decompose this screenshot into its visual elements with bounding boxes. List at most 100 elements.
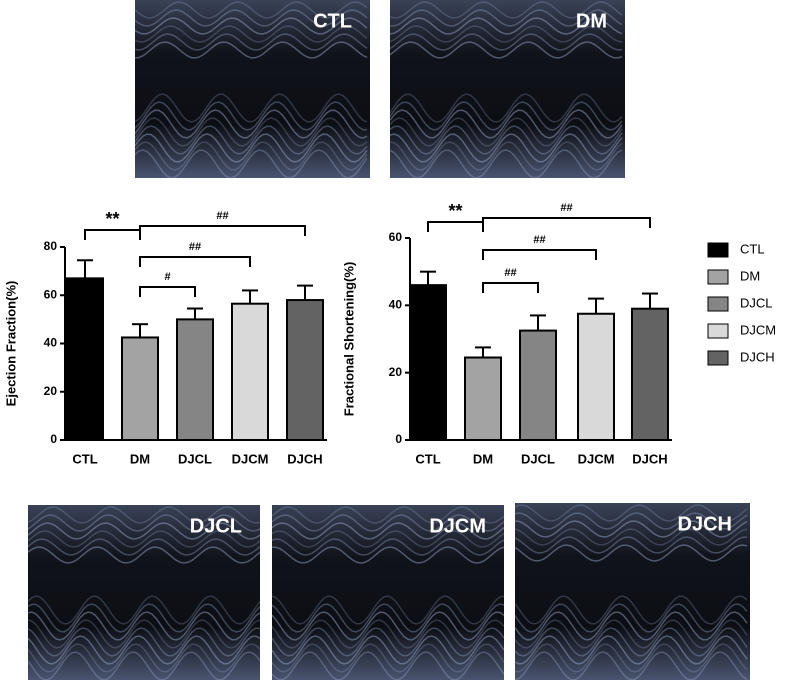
echo-trace <box>27 619 261 649</box>
echo-trace <box>27 627 261 657</box>
echo-trace <box>514 512 748 530</box>
echo-trace <box>134 41 368 59</box>
echo-trace <box>27 530 261 548</box>
x-tick-label: DM <box>130 451 150 466</box>
echo-trace <box>27 506 261 524</box>
echo-trace <box>514 595 748 625</box>
x-tick-label: DJCM <box>232 451 269 466</box>
legend-label: CTL <box>740 241 765 256</box>
significance-label: ## <box>216 210 228 222</box>
legend-swatch <box>707 296 729 312</box>
echo-trace <box>271 603 505 633</box>
echo-trace <box>514 520 748 538</box>
echo-trace <box>514 643 748 673</box>
echo-trace <box>134 109 368 139</box>
echo-image: CTL <box>134 0 370 179</box>
echo-trace <box>134 25 368 43</box>
significance-bracket <box>482 217 651 228</box>
y-axis-label: Fractional Shortening(%) <box>341 262 356 417</box>
echo-trace <box>271 595 505 625</box>
echo-trace <box>514 528 748 546</box>
y-tick-label: 60 <box>44 287 58 301</box>
significance-bracket <box>482 249 597 260</box>
bar <box>66 277 104 441</box>
significance-bracket <box>427 221 484 232</box>
echo-background <box>28 505 260 680</box>
significance-bracket <box>84 229 141 240</box>
significance-bracket <box>482 282 539 293</box>
significance-bracket <box>139 225 306 236</box>
echo-trace <box>272 546 505 564</box>
echo-trace <box>271 506 505 524</box>
y-tick-label: 20 <box>44 384 58 398</box>
echo-trace <box>27 635 261 665</box>
echo-trace <box>389 17 623 35</box>
echo-trace <box>134 1 368 19</box>
y-tick-label: 40 <box>44 336 58 350</box>
echo-trace <box>514 536 748 554</box>
echo-trace <box>271 514 505 532</box>
x-tick-label: DJCH <box>632 451 667 466</box>
significance-label: ** <box>448 201 462 221</box>
echo-trace <box>27 643 261 673</box>
echo-trace <box>271 538 505 556</box>
y-tick-label: 20 <box>389 365 403 379</box>
echo-trace <box>389 1 623 19</box>
significance-label: ## <box>189 241 201 253</box>
echo-trace <box>389 149 623 179</box>
x-tick-label: CTL <box>415 451 440 466</box>
significance-bracket <box>139 256 251 267</box>
y-tick-label: 80 <box>44 239 58 253</box>
legend-label: DJCM <box>740 322 776 337</box>
echo-trace <box>134 133 368 163</box>
echo-trace <box>514 544 748 562</box>
echo-trace <box>271 530 505 548</box>
echo-trace <box>389 33 623 51</box>
x-tick-label: DJCM <box>578 451 615 466</box>
x-tick-label: CTL <box>72 451 97 466</box>
echo-trace <box>271 651 505 681</box>
image-label: DJCH <box>678 513 732 535</box>
echo-trace <box>271 611 505 641</box>
legend-label: DJCH <box>740 349 775 364</box>
echo-trace <box>271 643 505 673</box>
significance-bracket <box>139 286 196 297</box>
image-label: CTL <box>313 10 352 32</box>
echo-trace <box>27 603 261 633</box>
echo-trace <box>271 635 505 665</box>
bar <box>409 284 447 441</box>
legend-swatch <box>707 350 729 366</box>
legend-swatch <box>707 269 729 285</box>
y-tick-label: 0 <box>50 432 57 446</box>
echo-trace <box>271 619 505 649</box>
echo-trace <box>514 611 748 641</box>
echo-trace <box>389 141 623 171</box>
echo-image: DJCL <box>27 505 261 681</box>
significance-label: ** <box>105 209 119 229</box>
echo-background <box>515 503 750 680</box>
x-tick-label: DJCL <box>178 451 212 466</box>
echo-trace <box>134 9 368 27</box>
echo-trace <box>514 627 748 657</box>
image-label: DM <box>576 10 607 32</box>
echo-trace <box>514 504 748 522</box>
significance-label: ## <box>504 267 516 279</box>
echo-trace <box>389 109 623 139</box>
bar <box>176 318 214 441</box>
x-tick-label: DJCL <box>521 451 555 466</box>
echo-trace <box>389 125 623 155</box>
echo-trace <box>514 619 748 649</box>
echo-trace <box>134 33 368 51</box>
significance-label: ## <box>560 202 572 214</box>
bar <box>231 302 269 441</box>
echo-trace <box>389 101 623 131</box>
legend-label: DM <box>740 268 760 283</box>
echo-background <box>390 0 625 178</box>
legend-label: DJCL <box>740 295 773 310</box>
echo-trace <box>389 25 623 43</box>
echo-trace <box>389 93 623 123</box>
echo-trace <box>271 522 505 540</box>
bar <box>519 329 557 442</box>
bar <box>631 307 669 442</box>
echo-background <box>272 505 504 680</box>
